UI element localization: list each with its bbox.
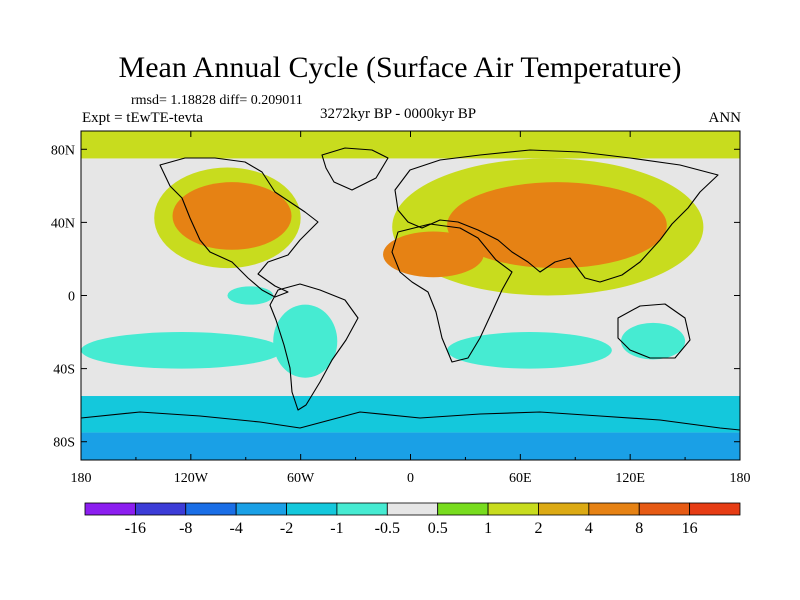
coastline-greenland (321, 147, 389, 191)
colorbar-bin (185, 502, 237, 516)
colorbar-label: 0.5 (428, 520, 448, 537)
colorbar-bin (235, 502, 287, 516)
colorbar-bin (84, 502, 136, 516)
field-region (81, 332, 283, 369)
colorbar-bin (286, 502, 338, 516)
x-tick-label: 120E (615, 471, 645, 486)
y-axis: 80N 40N 0 40S 80S (51, 143, 740, 451)
coastline-north-america (159, 157, 319, 298)
y-tick-label: 80S (53, 436, 75, 451)
x-tick-label: 0 (407, 471, 414, 486)
colorbar-label: 1 (484, 520, 492, 537)
colorbar-label: -4 (229, 520, 242, 537)
field-region (621, 322, 686, 360)
x-tick-label: 60E (509, 471, 532, 486)
coastline-australia (617, 303, 691, 359)
colorbar-label: -0.5 (375, 520, 400, 537)
season-label: ANN (708, 110, 742, 126)
colorbar: -16 -8 -4 -2 -1 -0.5 0.5 1 2 4 8 16 (84, 502, 741, 537)
field-region (81, 396, 740, 433)
coastline-eurasia (394, 149, 719, 283)
colorbar-bin (134, 502, 187, 516)
field-region (383, 231, 484, 278)
field-region (172, 182, 292, 250)
y-tick-label: 0 (68, 290, 75, 305)
coastline-antarctica (81, 411, 740, 431)
x-tick-label: 120W (174, 471, 209, 486)
y-tick-label: 40S (53, 363, 75, 378)
chart-title: Mean Annual Cycle (Surface Air Temperatu… (118, 51, 682, 84)
colorbar-label: 4 (585, 520, 593, 537)
y-tick-label: 80N (51, 143, 75, 158)
colorbar-label: -16 (125, 520, 146, 537)
x-tick-label: 60W (287, 471, 315, 486)
colorbar-label: -8 (179, 520, 192, 537)
colorbar-label: -1 (330, 520, 343, 537)
field-region (447, 332, 612, 369)
experiment-label: Expt = tEwTE-tevta (82, 110, 203, 126)
colorbar-bin (588, 502, 640, 516)
colorbar-bin (638, 502, 691, 516)
colorbar-bin (487, 502, 539, 516)
colorbar-label: 2 (534, 520, 542, 537)
x-axis: 180 120W 60W 0 60E 120E 180 (71, 131, 751, 486)
colorbar-bin (689, 502, 741, 516)
colorbar-bin (386, 502, 439, 516)
colorbar-label: 8 (635, 520, 643, 537)
period-label: 3272kyr BP - 0000kyr BP (320, 106, 477, 122)
field-region (273, 304, 338, 378)
colorbar-bin (336, 502, 388, 516)
coastline-africa (391, 223, 513, 363)
coastline-south-america (269, 283, 359, 411)
colorbar-label: -2 (280, 520, 293, 537)
coastlines (81, 147, 740, 431)
field-region (447, 182, 667, 269)
x-tick-label: 180 (71, 471, 92, 486)
colorbar-bin (538, 502, 590, 516)
colorbar-label: 16 (682, 520, 698, 537)
field-region (227, 286, 274, 305)
x-tick-label: 180 (730, 471, 751, 486)
colorbar-bin (437, 502, 489, 516)
y-tick-label: 40N (51, 216, 75, 231)
stats-label: rmsd= 1.18828 diff= 0.209011 (131, 93, 303, 108)
